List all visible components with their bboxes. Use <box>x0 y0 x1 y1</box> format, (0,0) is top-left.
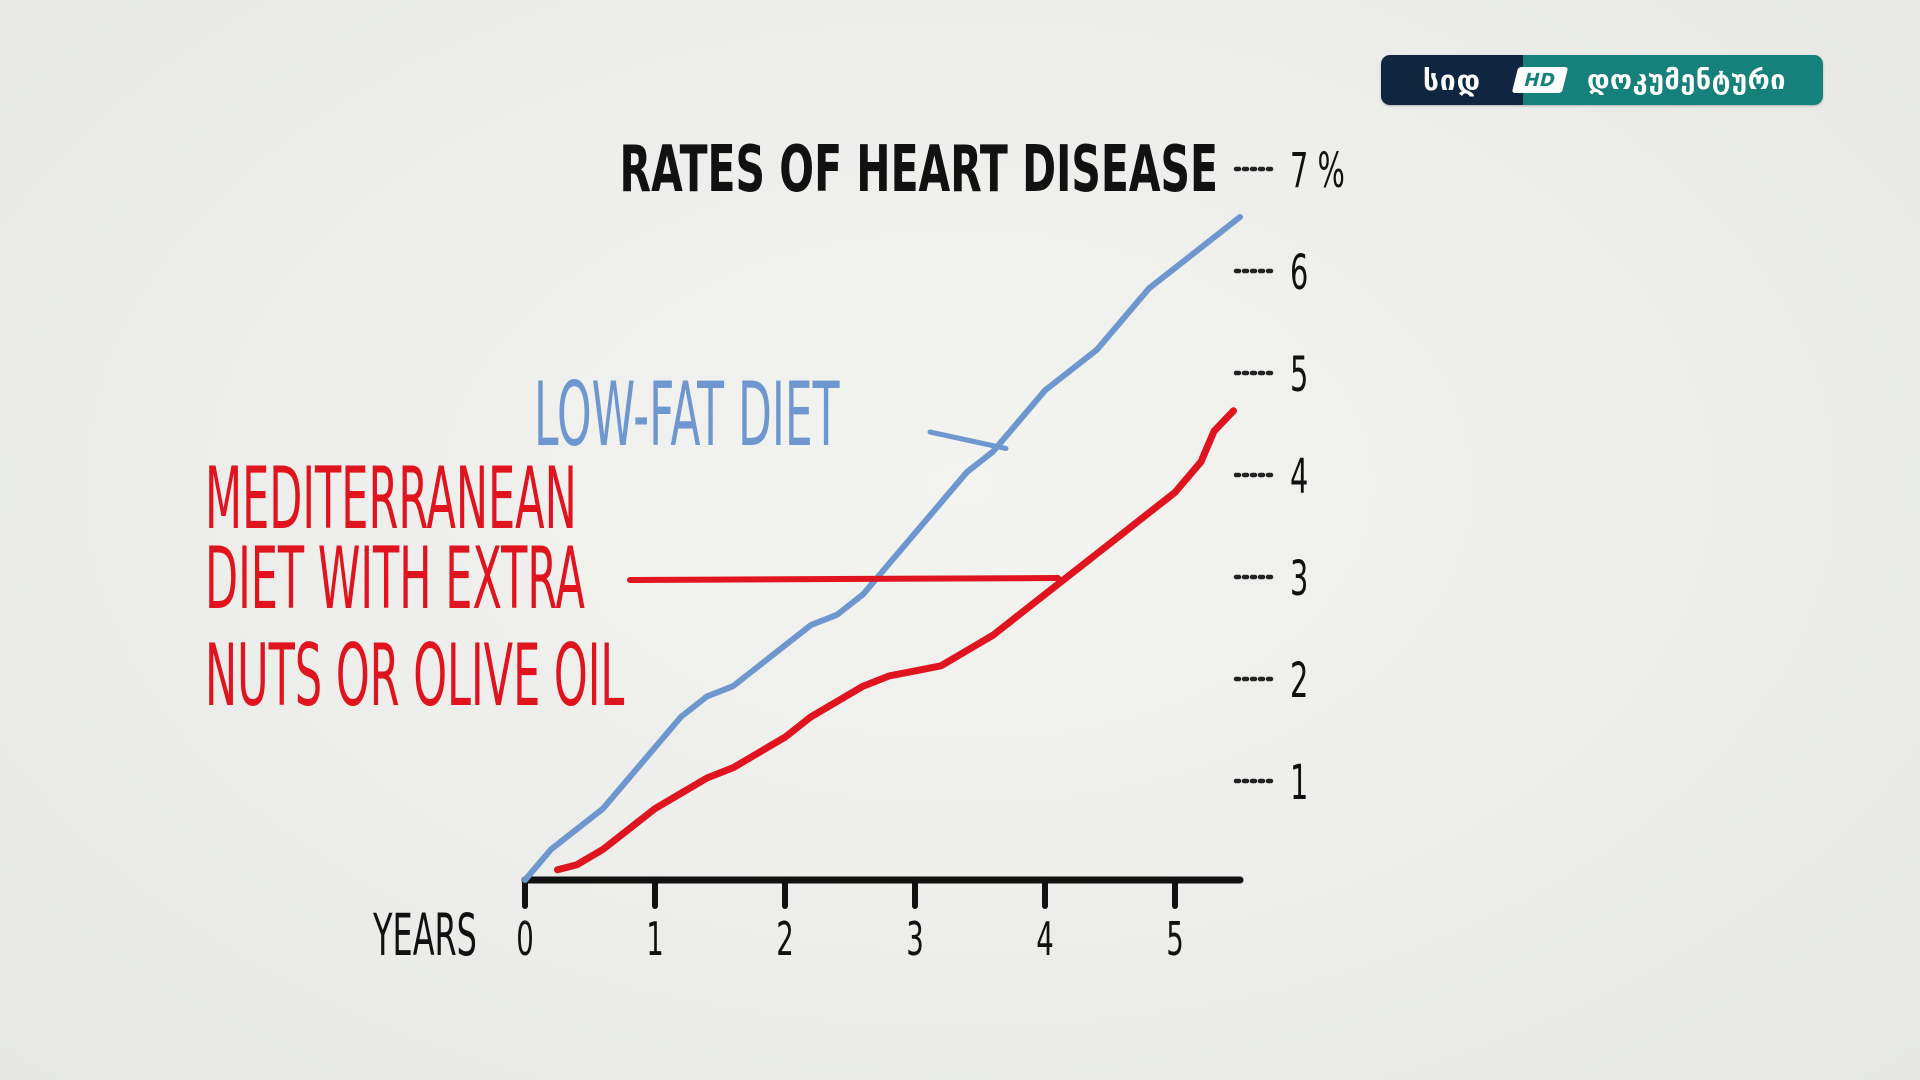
low-fat-leader <box>927 429 1009 451</box>
y-tick-label: 3 <box>1290 551 1308 607</box>
chart-axes <box>521 166 1279 909</box>
mediterranean-label-line: NUTS OR OLIVE OIL <box>205 627 624 727</box>
x-axis-label: YEARS <box>372 903 477 970</box>
chart-series <box>522 214 1243 883</box>
logo-left-text: სიდ <box>1381 55 1523 105</box>
y-tick-label: 2 <box>1290 653 1308 709</box>
logo-right-panel: HD დოკუმენტური <box>1511 55 1823 105</box>
x-tick-label: 0 <box>516 913 534 966</box>
x-tick-label: 1 <box>646 913 664 966</box>
mediterranean-leader <box>627 575 1061 583</box>
y-tick-label: 4 <box>1290 449 1308 505</box>
y-tick-label: 7 % <box>1290 143 1345 199</box>
x-tick-label: 5 <box>1166 913 1184 966</box>
y-tick-label: 1 <box>1290 755 1308 811</box>
chart-text: 0 1 2 3 4 5 YEARS 1 2 3 4 5 6 7 % RATES OF HEART DISEA… <box>205 131 1345 969</box>
mediterranean-label-line: MEDITERRANEAN <box>205 450 577 550</box>
low-fat-diet-line <box>522 214 1243 883</box>
channel-logo: სიდ HD დოკუმენტური <box>1381 55 1823 105</box>
x-tick-label: 4 <box>1036 913 1054 966</box>
x-tick-label: 3 <box>906 913 924 966</box>
low-fat-diet-label: LOW-FAT DIET <box>534 364 840 466</box>
mediterranean-diet-line <box>554 407 1237 874</box>
x-tick-label: 2 <box>776 913 794 966</box>
y-tick-label: 6 <box>1290 245 1308 301</box>
chart-title: RATES OF HEART DISEASE <box>620 131 1218 206</box>
mediterranean-label-line: DIET WITH EXTRA <box>205 530 585 630</box>
logo-right-text: დოკუმენტური <box>1587 64 1786 96</box>
y-tick-label: 5 <box>1290 347 1308 403</box>
